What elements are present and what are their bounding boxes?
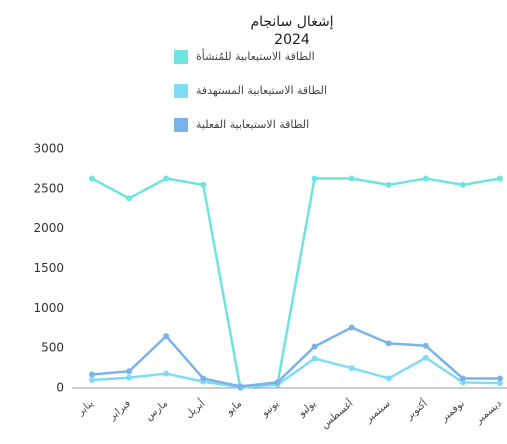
data-point [422, 354, 429, 361]
chart-subtitle: 2024 [274, 32, 310, 48]
data-point [385, 340, 392, 347]
y-tick-label: 0 [56, 381, 64, 395]
series-line [91, 177, 501, 390]
x-tick-label: نوفمبر [438, 398, 467, 424]
data-point [163, 370, 170, 377]
data-point [497, 380, 503, 387]
x-tick-label: ديسمبر [473, 398, 504, 427]
data-point [89, 371, 95, 378]
y-tick-label: 2000 [33, 221, 64, 235]
y-tick-label: 3000 [33, 142, 64, 156]
data-point [126, 374, 133, 381]
x-tick-label: أكتوبر [402, 397, 430, 423]
data-point [459, 181, 466, 188]
x-tick-label: فبراير [106, 398, 133, 423]
data-point [348, 324, 355, 331]
data-point [200, 375, 207, 382]
y-tick-label: 2500 [33, 181, 64, 195]
data-point [348, 365, 355, 372]
data-point [200, 181, 207, 188]
data-point [459, 375, 466, 382]
data-point [311, 343, 318, 350]
series-line [91, 356, 501, 389]
y-tick-label: 1500 [33, 261, 64, 275]
legend-label: الطاقة الاستيعابية المستهدفة [196, 84, 327, 97]
series-line [91, 326, 500, 388]
legend-label: الطاقة الاستيعابية الفعلية [196, 118, 309, 131]
data-point [126, 368, 133, 375]
data-point [497, 175, 503, 182]
x-tick-label: أبريل [182, 396, 207, 420]
data-point [163, 175, 170, 182]
y-tick-label: 1000 [33, 301, 64, 315]
data-point [385, 375, 392, 382]
data-point [163, 333, 170, 340]
chart-title: إشغال سانجام [250, 14, 333, 30]
data-point [89, 377, 95, 384]
x-tick-label: يونيو [259, 398, 281, 419]
data-point [422, 175, 429, 182]
x-tick-label: أغسطس [318, 397, 356, 431]
data-point [126, 195, 133, 202]
data-point [89, 175, 95, 182]
x-tick-label: مارس [143, 398, 170, 423]
legend-swatch [174, 84, 188, 98]
legend-swatch [174, 50, 188, 64]
data-point [422, 342, 429, 349]
x-tick-label: مايو [224, 398, 244, 418]
x-tick-label: سبتمبر [363, 398, 393, 426]
data-point [348, 175, 355, 182]
data-point [311, 175, 318, 182]
legend-label: الطاقة الاستيعابية للمُنشأة [196, 48, 315, 63]
x-tick-label: يوليو [296, 398, 319, 420]
x-tick-label: يناير [75, 398, 96, 418]
data-point [237, 383, 244, 390]
data-point [311, 355, 318, 362]
data-point [497, 375, 503, 382]
legend-swatch [174, 118, 188, 132]
y-tick-label: 500 [41, 341, 64, 355]
data-point [385, 181, 392, 188]
data-point [274, 379, 281, 386]
